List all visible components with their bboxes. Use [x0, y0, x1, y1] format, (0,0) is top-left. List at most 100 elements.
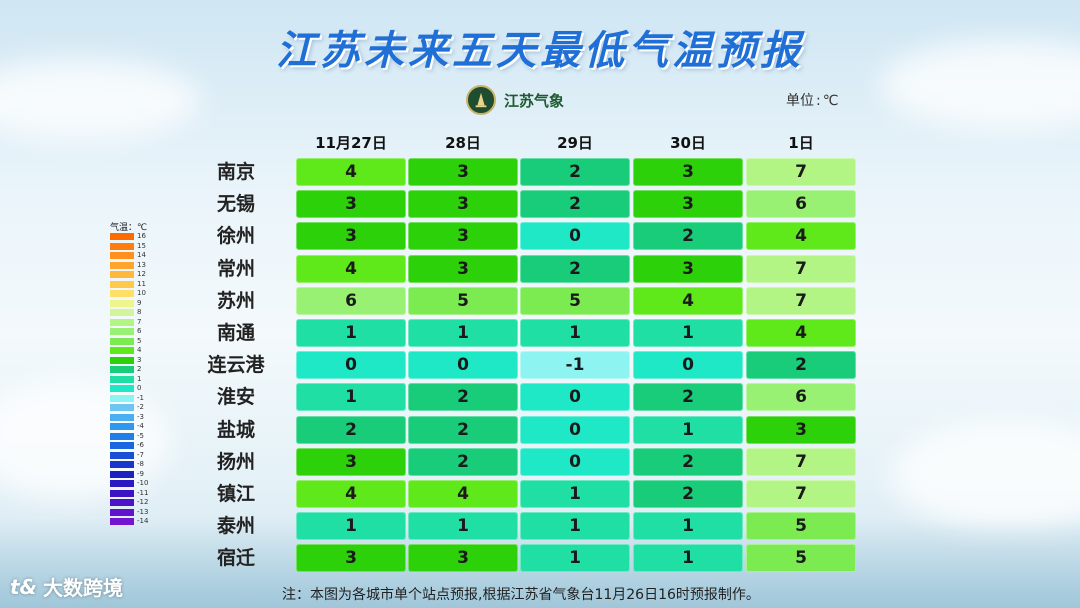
temperature-cell: 1 — [408, 512, 518, 540]
legend-label: 8 — [137, 308, 142, 316]
temperature-cell: 3 — [296, 222, 406, 250]
temperature-cell: 2 — [296, 416, 406, 444]
legend-label: -12 — [137, 498, 149, 506]
temperature-cell: 1 — [633, 544, 743, 572]
temperature-cell: 4 — [408, 480, 518, 508]
legend-label: -10 — [137, 479, 149, 487]
legend-label: 2 — [137, 365, 142, 373]
temperature-cell: 3 — [408, 544, 518, 572]
temperature-cell: 2 — [520, 158, 630, 186]
temperature-cell: 1 — [520, 319, 630, 347]
legend-label: 4 — [137, 346, 142, 354]
temperature-cell: 5 — [408, 287, 518, 315]
watermark: t& 大数跨境 — [10, 572, 123, 601]
temperature-cell: 2 — [633, 448, 743, 476]
legend-swatch — [110, 433, 134, 440]
temperature-cell: 6 — [296, 287, 406, 315]
unit-value: ℃ — [822, 93, 839, 109]
legend-swatch — [110, 499, 134, 506]
temperature-cell: 1 — [296, 319, 406, 347]
city-label: 泰州 — [216, 515, 255, 537]
temperature-cell: 1 — [520, 544, 630, 572]
legend-label: -7 — [137, 451, 144, 459]
legend-swatch — [110, 233, 134, 240]
legend-swatch — [110, 480, 134, 487]
legend-label: 16 — [137, 232, 146, 240]
legend-swatch — [110, 423, 134, 430]
temperature-cell: 1 — [633, 512, 743, 540]
legend-swatch — [110, 300, 134, 307]
temperature-cell: 1 — [633, 319, 743, 347]
column-header: 28日 — [445, 134, 481, 152]
logo-text: 江苏气象 — [504, 91, 565, 110]
temperature-cell: 2 — [408, 448, 518, 476]
temperature-cell: 0 — [520, 416, 630, 444]
legend-swatch — [110, 328, 134, 335]
legend-swatch — [110, 281, 134, 288]
temperature-cell: 4 — [296, 158, 406, 186]
city-label: 连云港 — [207, 354, 265, 376]
temperature-cell: 3 — [633, 255, 743, 283]
legend-label: -8 — [137, 460, 144, 468]
legend-label: -1 — [137, 394, 144, 402]
legend-label: 14 — [137, 251, 146, 259]
legend-label: 0 — [137, 384, 142, 392]
city-label: 盐城 — [216, 419, 255, 441]
temperature-cell: 2 — [408, 383, 518, 411]
city-label: 南通 — [216, 322, 255, 344]
legend-swatch — [110, 366, 134, 373]
legend-swatch — [110, 252, 134, 259]
legend-swatch — [110, 271, 134, 278]
temperature-cell: 2 — [746, 351, 856, 379]
temperature-cell: -1 — [520, 351, 630, 379]
legend-swatch — [110, 357, 134, 364]
temperature-cell: 7 — [746, 448, 856, 476]
legend-swatch — [110, 385, 134, 392]
legend-swatch — [110, 471, 134, 478]
temperature-cell: 3 — [296, 190, 406, 218]
temperature-cell: 0 — [520, 383, 630, 411]
column-header: 1日 — [788, 134, 814, 152]
temperature-cell: 1 — [408, 319, 518, 347]
temperature-cell: 7 — [746, 287, 856, 315]
temperature-cell: 2 — [633, 480, 743, 508]
legend-swatch — [110, 309, 134, 316]
temperature-cell: 0 — [520, 222, 630, 250]
unit-label: 单位: ℃ — [786, 93, 839, 109]
city-label: 宿迁 — [216, 547, 255, 569]
temperature-cell: 5 — [746, 512, 856, 540]
temperature-cell: 4 — [296, 480, 406, 508]
legend-label: -4 — [137, 422, 144, 430]
temperature-cell: 5 — [746, 544, 856, 572]
temperature-cell: 3 — [408, 190, 518, 218]
legend-label: 1 — [137, 375, 142, 383]
legend-label: 3 — [137, 356, 142, 364]
temperature-cell: 2 — [520, 255, 630, 283]
watermark-text: 大数跨境 — [43, 576, 124, 600]
temperature-cell: 1 — [520, 480, 630, 508]
logo: 江苏气象 — [466, 84, 564, 116]
temperature-cell: 3 — [296, 448, 406, 476]
temperature-cell: 3 — [296, 544, 406, 572]
temperature-cell: 1 — [296, 383, 406, 411]
temperature-cell: 3 — [408, 158, 518, 186]
temperature-cell: 0 — [633, 351, 743, 379]
city-label: 镇江 — [216, 483, 255, 505]
legend-label: 6 — [137, 327, 142, 335]
legend-swatch — [110, 290, 134, 297]
legend-label: 11 — [137, 280, 146, 288]
temperature-cell: 1 — [520, 512, 630, 540]
column-header: 30日 — [670, 134, 706, 152]
temperature-cell: 3 — [633, 158, 743, 186]
legend-swatch — [110, 509, 134, 516]
legend-label: -9 — [137, 470, 144, 478]
legend-title: 气温：℃ — [110, 223, 148, 233]
temperature-cell: 0 — [296, 351, 406, 379]
legend-label: 12 — [137, 270, 146, 278]
watermark-mark: t& — [10, 574, 38, 599]
temperature-cell: 4 — [296, 255, 406, 283]
weather-bureau-emblem-icon — [466, 85, 496, 115]
city-label: 淮安 — [216, 386, 255, 408]
legend-swatch — [110, 338, 134, 345]
city-label: 常州 — [216, 258, 255, 280]
